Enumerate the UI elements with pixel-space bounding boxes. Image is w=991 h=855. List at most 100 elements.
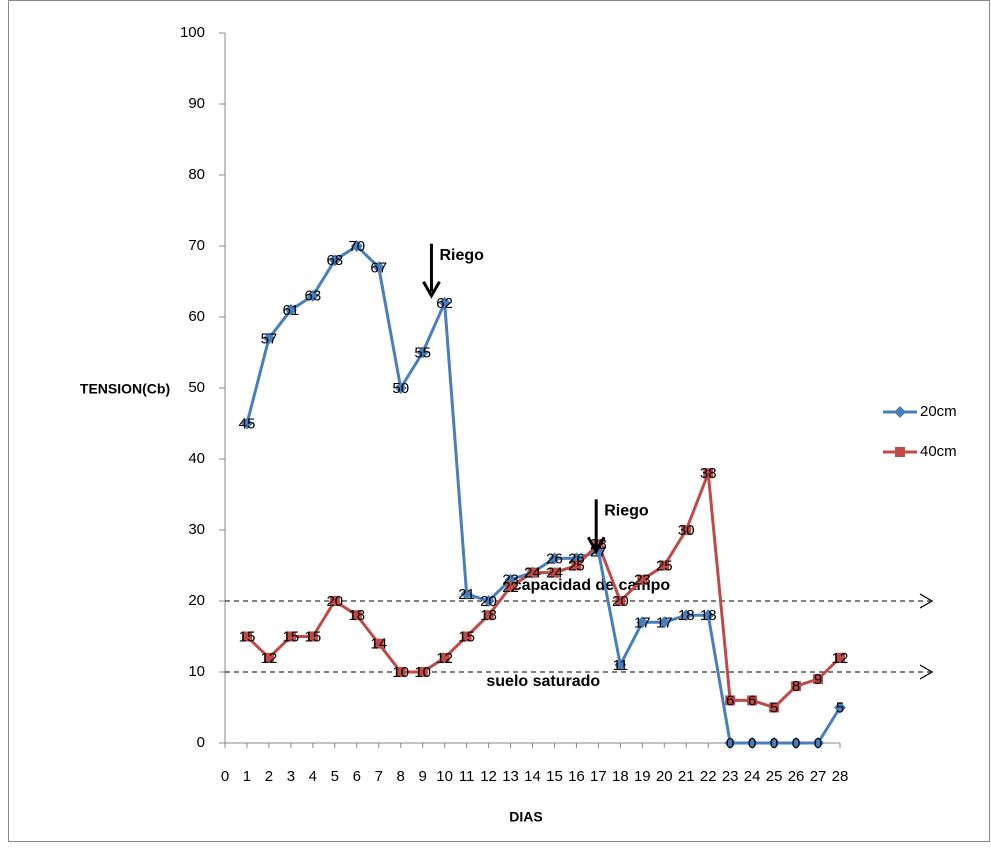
x-tick-label: 3 [287,768,295,785]
data-label: 61 [283,302,300,319]
x-tick-label: 8 [397,768,405,785]
marker [351,610,362,621]
data-label: 15 [283,628,300,645]
data-label: 0 [770,735,778,752]
data-label: 0 [792,735,800,752]
data-label: 26 [546,550,563,567]
marker [769,702,780,713]
x-tick-label: 4 [309,768,317,785]
marker [548,552,561,565]
marker [438,296,451,309]
legend-label: 40cm [920,443,957,460]
reference-arrowhead [919,664,934,680]
marker [373,638,384,649]
data-label: 45 [239,415,256,432]
x-tick-label: 13 [502,768,519,785]
marker [328,254,341,267]
y-tick-label: 0 [197,734,205,751]
legend-marker [895,447,905,457]
data-label: 38 [700,465,717,482]
data-label: 62 [436,295,453,312]
marker [835,652,845,663]
marker [549,567,560,578]
data-label: 67 [370,259,387,276]
annotation-arrowhead [422,280,441,299]
y-tick-label: 90 [188,95,205,112]
marker [680,609,693,622]
data-label: 30 [678,522,695,539]
x-tick-label: 12 [480,768,497,785]
data-label: 22 [502,579,519,596]
marker [284,303,297,316]
reference-arrowhead [919,593,934,609]
series-line [245,244,842,745]
marker [241,631,252,642]
data-label: 15 [305,628,322,645]
x-tick-label: 27 [810,768,827,785]
x-tick-label: 6 [353,768,361,785]
data-label: 55 [414,344,431,361]
x-tick-label: 9 [419,768,427,785]
marker [637,574,648,585]
marker [483,610,494,621]
x-tick-label: 21 [678,768,695,785]
data-label: 18 [480,607,497,624]
marker [724,737,737,749]
marker [659,560,670,571]
marker [307,631,318,642]
data-label: 6 [748,692,756,709]
data-label: 20 [326,593,343,610]
marker [791,681,802,692]
annotation-arrowhead [586,536,606,555]
x-tick-label: 16 [568,768,585,785]
data-label: 6 [726,692,734,709]
data-label: 14 [370,636,387,653]
annotation-text: Riego [439,247,484,264]
data-label: 12 [436,650,453,667]
data-label: 8 [792,678,800,695]
y-tick-label: 100 [180,24,205,41]
data-label: 12 [832,650,849,667]
marker [658,616,671,629]
x-tick-label: 18 [612,768,629,785]
marker [681,525,692,535]
data-label: 18 [678,607,695,624]
marker [725,695,736,706]
marker [636,616,649,629]
data-label: 15 [239,628,256,645]
x-tick-label: 11 [459,768,475,785]
data-label: 17 [634,614,651,631]
marker [768,737,781,749]
marker [395,667,406,677]
data-label: 5 [770,699,778,716]
data-label: 25 [656,557,673,574]
x-tick-label: 10 [436,768,453,785]
marker [702,609,715,622]
x-tick-label: 5 [331,768,339,785]
marker [329,596,340,606]
y-tick-label: 50 [188,379,205,396]
marker [439,652,450,663]
data-label: 10 [414,664,431,681]
marker [262,332,275,345]
data-label: 9 [814,671,822,688]
legend-marker [894,406,906,418]
x-tick-label: 25 [766,768,783,785]
x-tick-label: 17 [590,768,607,785]
marker [703,468,714,479]
y-tick-label: 20 [188,592,205,609]
data-label: 0 [726,735,734,752]
marker [527,567,538,578]
marker [263,652,274,663]
data-label: 70 [348,238,365,255]
marker [747,695,758,706]
x-tick-label: 14 [524,768,541,785]
marker [306,289,319,302]
y-tick-label: 40 [188,450,205,467]
data-label: 11 [613,657,629,674]
data-label: 20 [480,593,497,610]
x-tick-label: 1 [243,768,251,785]
x-tick-label: 2 [265,768,273,785]
marker [615,596,626,606]
